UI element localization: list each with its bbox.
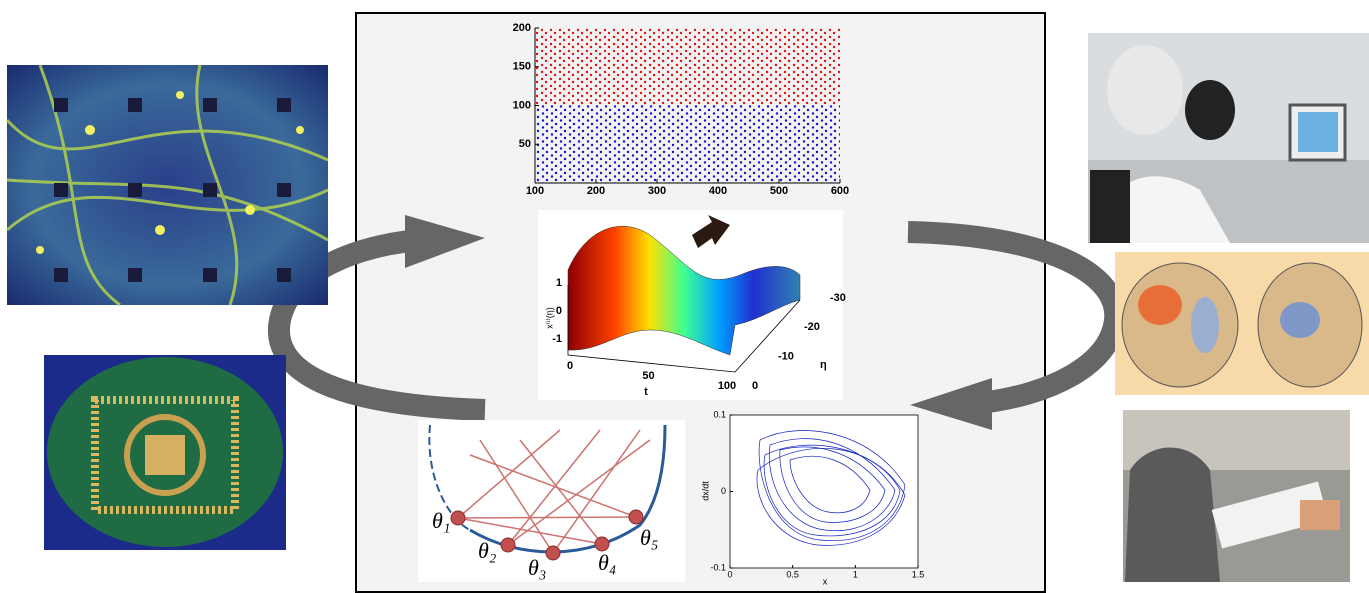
x-tick-label: 1 (853, 569, 858, 579)
eta-label: η (820, 359, 827, 371)
x-tick-label: 400 (709, 185, 727, 197)
t-tick-label: 0 (567, 360, 573, 372)
eta-tick-label: 0 (752, 380, 758, 392)
y-tick-label: -0.1 (710, 562, 726, 572)
node-label: θ₁ (432, 508, 450, 533)
y-tick-label: 100 (513, 99, 531, 111)
y-tick-label: 0.1 (713, 409, 726, 419)
eta-tick-label: -10 (778, 351, 794, 363)
node-label: θ₂ (478, 538, 497, 563)
x-tick-label: 1.5 (912, 569, 925, 579)
eeg-experiment-photo (1088, 33, 1369, 243)
y-tick-label: 200 (513, 22, 531, 34)
scalp-map-image (1115, 252, 1369, 395)
x-tick-label: 0.5 (786, 569, 799, 579)
x-tick-label: 0 (727, 569, 732, 579)
mea-chip-photo (44, 355, 286, 550)
arm-stimulation-photo (1123, 410, 1350, 582)
page: 10020030040050060050100150200 x⁽ⁱ⁾(η) t … (0, 0, 1369, 593)
inhibitory-spikes (535, 105, 840, 183)
x-tick-label: 100 (526, 185, 544, 197)
node-label: θ₅ (640, 525, 658, 550)
raster-plot: 100 200 300 400 500 600 50 100 150 200 (513, 22, 850, 197)
x-tick-label: 500 (770, 185, 788, 197)
eta-tick-label: -20 (804, 321, 820, 333)
z-label: x⁽ⁱ⁾(η) (544, 307, 554, 329)
t-label: t (644, 386, 648, 398)
node-label: θ₄ (598, 550, 616, 575)
x-label: x (823, 576, 828, 586)
node-label: θ₃ (528, 555, 546, 580)
y-label: dx/dt (700, 481, 710, 501)
t-tick-label: 50 (642, 370, 654, 382)
z-tick-label: 1 (556, 277, 562, 289)
x-tick-label: 200 (587, 185, 605, 197)
t-tick-label: 100 (718, 380, 736, 392)
y-tick-label: 50 (519, 138, 531, 150)
neuron-culture-photo (7, 65, 328, 305)
z-tick-label: -1 (552, 333, 562, 345)
figure: 10020030040050060050100150200 x⁽ⁱ⁾(η) t … (0, 0, 1369, 593)
x-tick-label: 600 (831, 185, 849, 197)
network-diagram: θ₁ θ₂ θ₃ θ₄ θ₅ (418, 420, 685, 582)
eta-tick-label: -30 (830, 292, 846, 304)
z-tick-label: 0 (556, 305, 562, 317)
y-tick-label: 0 (721, 486, 726, 496)
x-tick-label: 300 (648, 185, 666, 197)
excitatory-spikes (535, 28, 840, 105)
y-tick-label: 150 (513, 61, 531, 73)
